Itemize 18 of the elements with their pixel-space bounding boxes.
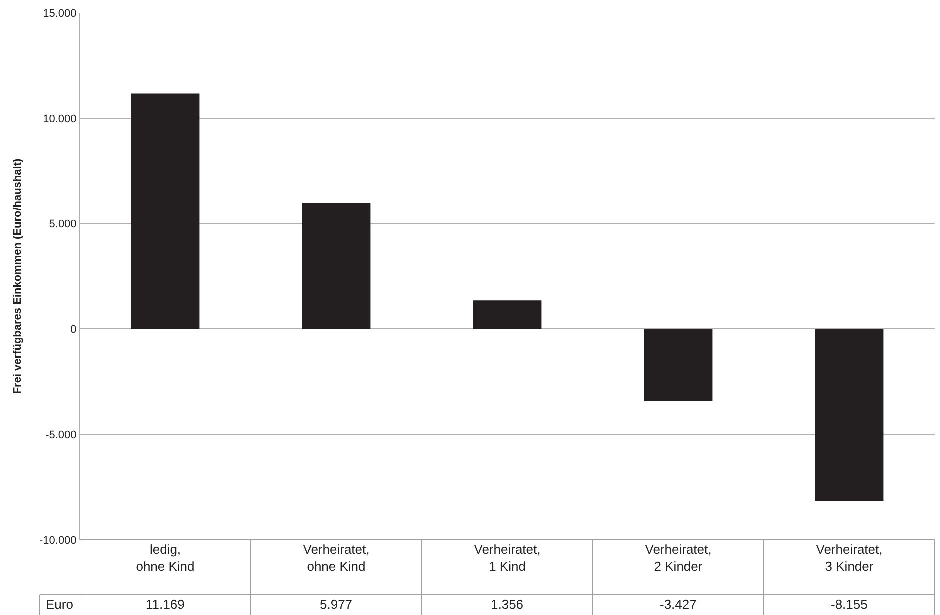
data-label: 5.977 bbox=[320, 597, 353, 612]
data-label: -3.427 bbox=[660, 597, 697, 612]
data-label: 1.356 bbox=[491, 597, 524, 612]
text: Euro bbox=[46, 597, 74, 612]
x-tick-label: ledig, ohne Kind bbox=[136, 542, 195, 574]
y-tick-label: 0 bbox=[70, 324, 77, 336]
x-tick-label: Verheiratet, 3 Kinder bbox=[816, 542, 883, 574]
data-label: -8.155 bbox=[831, 597, 868, 612]
x-tick-label: Verheiratet, 2 Kinder bbox=[645, 542, 712, 574]
y-axis-title: Frei verfügbares Einkommen (Euro/haushalt) bbox=[12, 158, 24, 394]
x-tick-label: Verheiratet, 1 Kind bbox=[474, 542, 541, 574]
data-label: 11.169 bbox=[146, 597, 185, 612]
y-tick-label: 15.000 bbox=[43, 8, 77, 20]
y-tick-label: 5.000 bbox=[49, 218, 77, 231]
x-tick-label: Verheiratet, ohne Kind bbox=[303, 542, 370, 574]
y-tick-label: -5.000 bbox=[46, 429, 77, 442]
y-tick-label: -10.000 bbox=[39, 534, 77, 547]
y-tick-label: 10.000 bbox=[43, 113, 77, 126]
